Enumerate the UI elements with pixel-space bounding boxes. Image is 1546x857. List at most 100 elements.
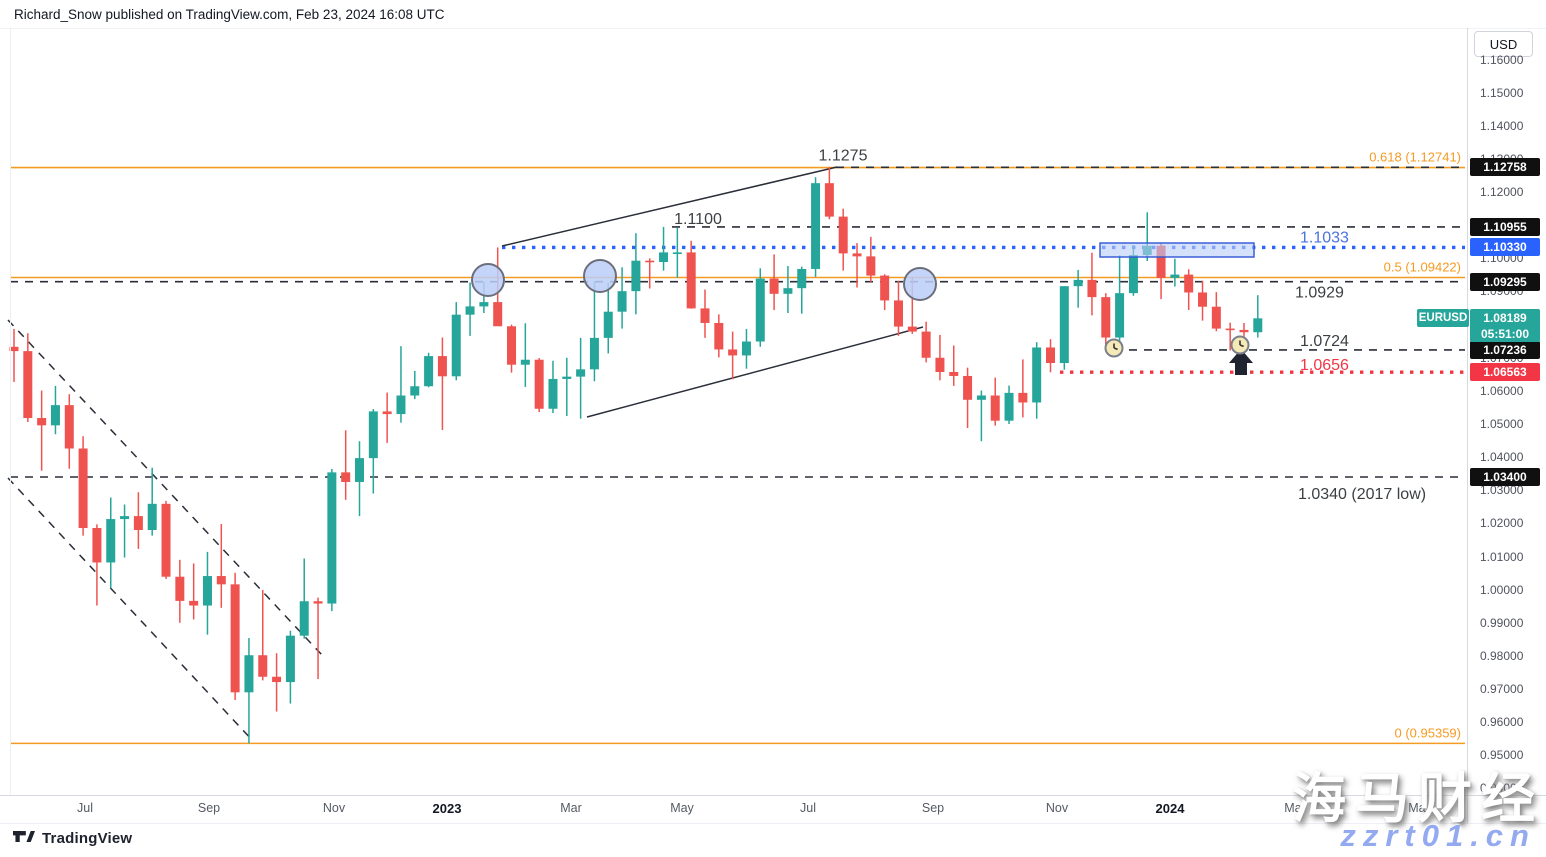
circle-marker[interactable] <box>471 263 505 297</box>
candle <box>797 266 807 314</box>
time-axis-label: Jul <box>77 801 93 815</box>
plot-left-border <box>10 28 11 795</box>
candle <box>382 392 392 443</box>
rising-channel-lower[interactable] <box>586 326 924 418</box>
candle <box>659 226 669 271</box>
candle <box>976 390 986 442</box>
price-axis-tick: 1.06000 <box>1480 383 1524 398</box>
candle <box>1018 359 1028 418</box>
tradingview-footer-link[interactable]: TradingView <box>13 830 132 847</box>
candle <box>341 430 351 500</box>
candle <box>272 653 282 712</box>
candle <box>838 208 848 271</box>
price-axis-tick: 1.02000 <box>1480 516 1524 531</box>
candle <box>1198 280 1208 321</box>
candle <box>437 337 447 430</box>
price-axis-tick: 0.98000 <box>1480 648 1524 663</box>
price-axis-tick: 1.04000 <box>1480 450 1524 465</box>
candle <box>230 572 240 700</box>
circle-marker[interactable] <box>903 267 937 301</box>
candle <box>327 469 337 612</box>
candle <box>465 282 475 336</box>
time-axis-label: 2024 <box>1155 801 1185 816</box>
candle <box>285 630 295 704</box>
rising-channel-upper[interactable] <box>501 166 838 247</box>
candle <box>714 314 724 358</box>
tradingview-logo-icon <box>13 830 35 842</box>
price-axis-tick: 0.94000 <box>1480 781 1524 796</box>
candle <box>1211 292 1221 332</box>
candle <box>64 394 74 469</box>
candle <box>1046 339 1055 373</box>
candle <box>189 563 199 620</box>
candle <box>1253 295 1263 338</box>
price-axis-tick: 1.12000 <box>1480 185 1524 200</box>
candle <box>811 177 821 277</box>
candle <box>1225 322 1235 351</box>
candle <box>824 167 834 220</box>
candle <box>741 328 751 369</box>
clock-icon[interactable] <box>1230 335 1250 355</box>
candle <box>576 337 586 419</box>
candle <box>548 360 558 414</box>
candle <box>755 268 765 347</box>
candle <box>783 265 793 314</box>
time-axis-label: Mar <box>1284 801 1306 815</box>
header-divider <box>0 28 1546 29</box>
falling-channel-lower[interactable] <box>7 477 254 742</box>
price-level-badge: 1.03400 <box>1470 468 1540 486</box>
level-label: 1.1033 <box>1300 229 1349 246</box>
arrow-up-icon[interactable] <box>1229 349 1253 375</box>
level-label: 1.0340 (2017 low) <box>1298 486 1426 503</box>
candle <box>562 357 572 417</box>
bar-countdown: 05:51:00 <box>1480 327 1530 342</box>
resistance-zone-rectangle[interactable] <box>1099 242 1255 258</box>
candle <box>1087 252 1097 316</box>
candle <box>1004 385 1014 424</box>
candle <box>1170 258 1180 287</box>
level-label: 1.0724 <box>1300 333 1349 350</box>
candle <box>1101 293 1111 351</box>
fib-retracement-label: 0.618 (1.12741) <box>1369 150 1461 165</box>
time-axis-label: May <box>1408 801 1432 815</box>
price-axis-tick: 1.01000 <box>1480 549 1524 564</box>
candle <box>1059 286 1069 370</box>
candle <box>147 467 157 536</box>
time-axis-label: Mar <box>560 801 582 815</box>
candle <box>161 500 171 580</box>
candle <box>1073 269 1083 308</box>
candle <box>424 352 434 388</box>
candle <box>202 551 212 635</box>
price-axis-tick: 0.97000 <box>1480 682 1524 696</box>
falling-channel-upper[interactable] <box>7 319 323 656</box>
price-level-badge: 1.12758 <box>1470 158 1540 176</box>
price-axis-tick: 1.14000 <box>1480 118 1524 133</box>
candle <box>396 346 406 423</box>
price-level-badge: 1.06563 <box>1470 363 1540 382</box>
candle <box>534 358 544 413</box>
time-axis-label: Sep <box>921 801 945 815</box>
clock-icon[interactable] <box>1104 338 1124 358</box>
last-price-value: 1.08189 <box>1483 311 1527 326</box>
candle <box>686 240 696 309</box>
watermark-chinese: 海马财经 <box>1292 769 1544 829</box>
candle <box>672 227 682 278</box>
level-label: 1.0656 <box>1300 357 1349 374</box>
candle <box>410 370 420 400</box>
price-axis-divider <box>1467 28 1468 823</box>
circle-marker[interactable] <box>583 259 617 293</box>
candle <box>700 289 710 338</box>
candle <box>175 559 185 623</box>
price-axis-tick: 0.95000 <box>1480 748 1524 763</box>
candle <box>451 302 461 381</box>
candle <box>617 267 627 329</box>
time-axis-label: Nov <box>322 801 346 815</box>
candle <box>216 524 226 608</box>
currency-toggle-button[interactable]: USD <box>1474 31 1533 57</box>
candle <box>244 637 254 744</box>
price-level-badge: 1.07236 <box>1470 340 1540 359</box>
fib-retracement-label: 0.5 (1.09422) <box>1384 260 1461 275</box>
level-label: 1.0929 <box>1295 285 1344 302</box>
